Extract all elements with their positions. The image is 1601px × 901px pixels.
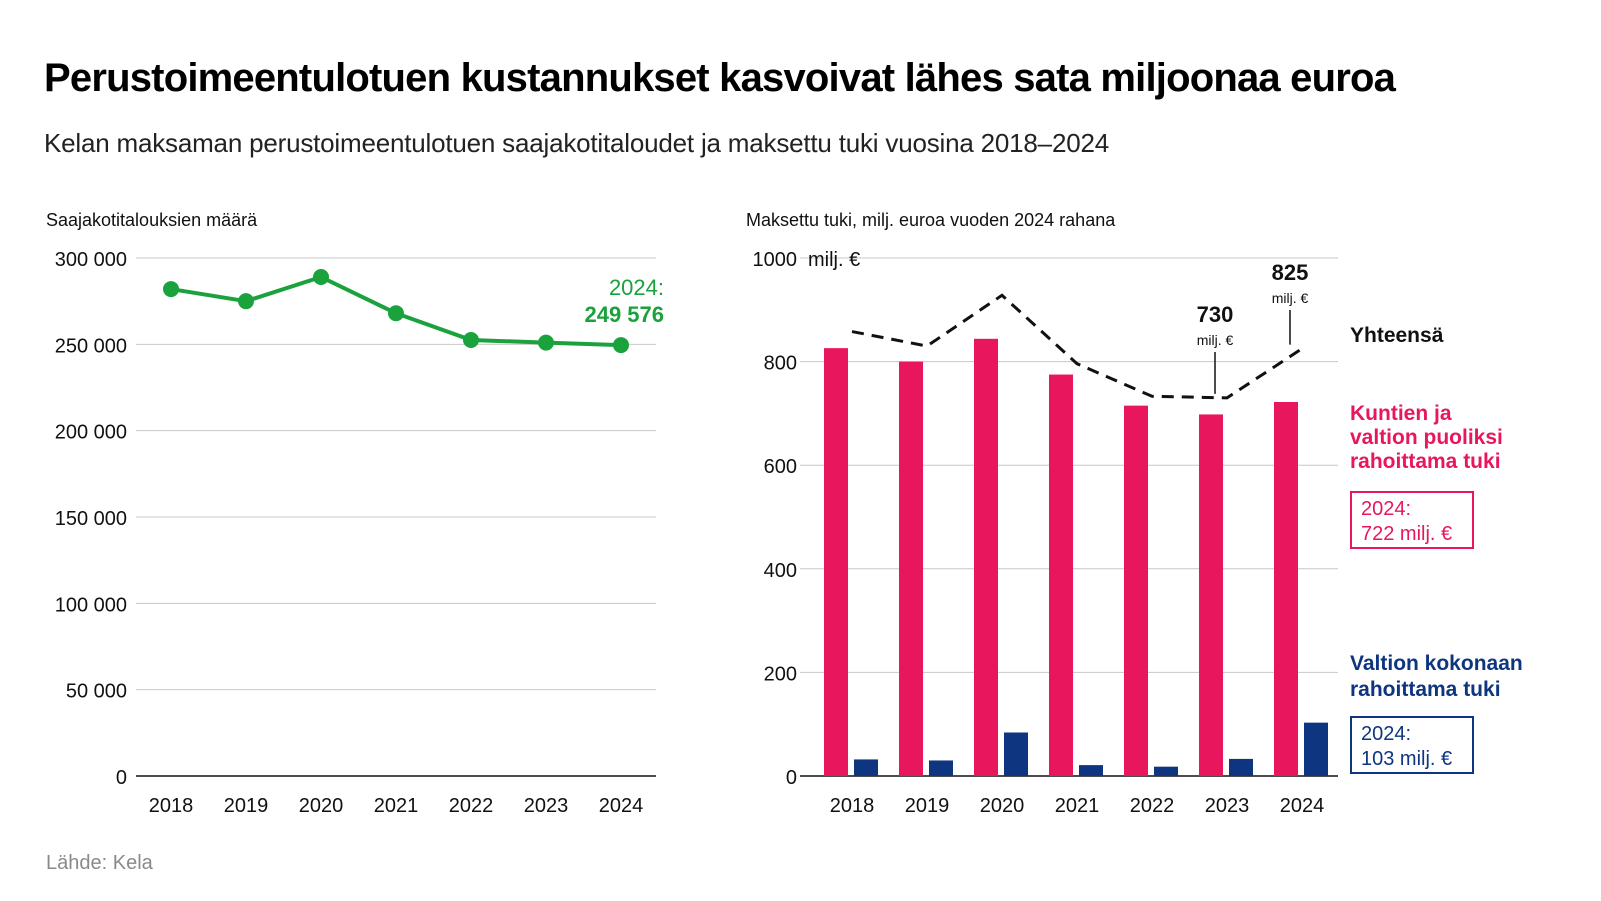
- left-y-tick-label: 100 000: [55, 594, 127, 616]
- navy-bar: [929, 760, 953, 776]
- left-x-tick-label: 2023: [524, 795, 569, 817]
- navy-bar: [854, 759, 878, 776]
- right-y-tick-label: 400: [764, 560, 797, 582]
- pink-box-label: 2024:: [1361, 498, 1411, 520]
- right-y-tick-label: 200: [764, 663, 797, 685]
- left-y-tick-label: 0: [116, 767, 127, 789]
- legend-total: Yhteensä: [1350, 324, 1444, 347]
- legend-navy-line: Valtion kokonaan: [1350, 652, 1523, 675]
- pink-box-value: 722 milj. €: [1361, 523, 1452, 545]
- right-y-tick-label: 800: [764, 353, 797, 375]
- pink-bar: [1274, 402, 1298, 776]
- right-x-tick-label: 2021: [1055, 795, 1100, 817]
- left-x-tick-label: 2022: [449, 795, 494, 817]
- right-y-tick-label: 600: [764, 456, 797, 478]
- green-data-point: [613, 337, 629, 354]
- right-x-tick-label: 2023: [1205, 795, 1250, 817]
- green-data-point: [238, 293, 254, 310]
- left-x-tick-label: 2020: [299, 795, 344, 817]
- pink-bar: [1049, 374, 1073, 776]
- total-annotation-value: 730: [1197, 302, 1234, 327]
- page-subtitle: Kelan maksaman perustoimeentulotuen saaj…: [44, 128, 1109, 158]
- left-x-tick-label: 2024: [599, 795, 644, 817]
- total-annotation-unit: milj. €: [1197, 332, 1234, 348]
- green-data-point: [388, 305, 404, 322]
- navy-bar: [1079, 765, 1103, 776]
- total-annotation-value: 825: [1272, 260, 1309, 285]
- left-annotation-label: 2024:: [609, 275, 664, 300]
- left-y-tick-label: 200 000: [55, 422, 127, 444]
- left-annotation-value: 249 576: [584, 302, 664, 327]
- right-x-tick-label: 2020: [980, 795, 1025, 817]
- pink-bar: [899, 361, 923, 776]
- legend-pink-line: Kuntien ja: [1350, 402, 1452, 425]
- navy-box-value: 103 milj. €: [1361, 748, 1452, 770]
- right-x-tick-label: 2024: [1280, 795, 1325, 817]
- source-note: Lähde: Kela: [46, 852, 153, 874]
- left-x-tick-label: 2018: [149, 795, 194, 817]
- legend-navy-line: rahoittama tuki: [1350, 678, 1501, 701]
- left-y-tick-label: 250 000: [55, 335, 127, 357]
- left-y-tick-label: 300 000: [55, 249, 127, 271]
- legend-pink-line: valtion puoliksi: [1350, 426, 1503, 449]
- navy-bar: [1229, 758, 1253, 776]
- navy-bar: [1004, 732, 1028, 776]
- pink-bar: [1124, 405, 1148, 776]
- green-data-point: [538, 334, 554, 351]
- right-x-tick-label: 2022: [1130, 795, 1175, 817]
- right-y-tick-label: 0: [786, 767, 797, 789]
- left-y-tick-label: 50 000: [66, 681, 127, 703]
- total-annotation-unit: milj. €: [1272, 290, 1309, 306]
- left-x-tick-label: 2021: [374, 795, 419, 817]
- pink-bar: [974, 338, 998, 776]
- pink-value-box: [1350, 491, 1474, 549]
- right-chart-title: Maksettu tuki, milj. euroa vuoden 2024 r…: [746, 210, 1116, 230]
- total-dashed-line: [851, 293, 1303, 400]
- navy-bar: [1304, 722, 1328, 776]
- left-x-tick-label: 2019: [224, 795, 269, 817]
- navy-bar: [1154, 766, 1178, 776]
- green-data-point: [313, 268, 329, 285]
- right-y-unit-label: milj. €: [808, 249, 860, 271]
- right-x-tick-label: 2019: [905, 795, 950, 817]
- green-data-point: [463, 332, 479, 349]
- navy-value-box: [1350, 716, 1474, 774]
- pink-bar: [824, 348, 848, 776]
- legend-pink-line: rahoittama tuki: [1350, 450, 1501, 473]
- navy-box-label: 2024:: [1361, 723, 1411, 745]
- right-y-tick-label: 1000: [753, 249, 798, 271]
- green-data-point: [163, 281, 179, 298]
- page-title: Perustoimeentulotuen kustannukset kasvoi…: [44, 56, 1396, 100]
- pink-bar: [1199, 414, 1223, 776]
- left-chart-title: Saajakotitalouksien määrä: [46, 210, 258, 230]
- left-y-tick-label: 150 000: [55, 508, 127, 530]
- right-x-tick-label: 2018: [830, 795, 875, 817]
